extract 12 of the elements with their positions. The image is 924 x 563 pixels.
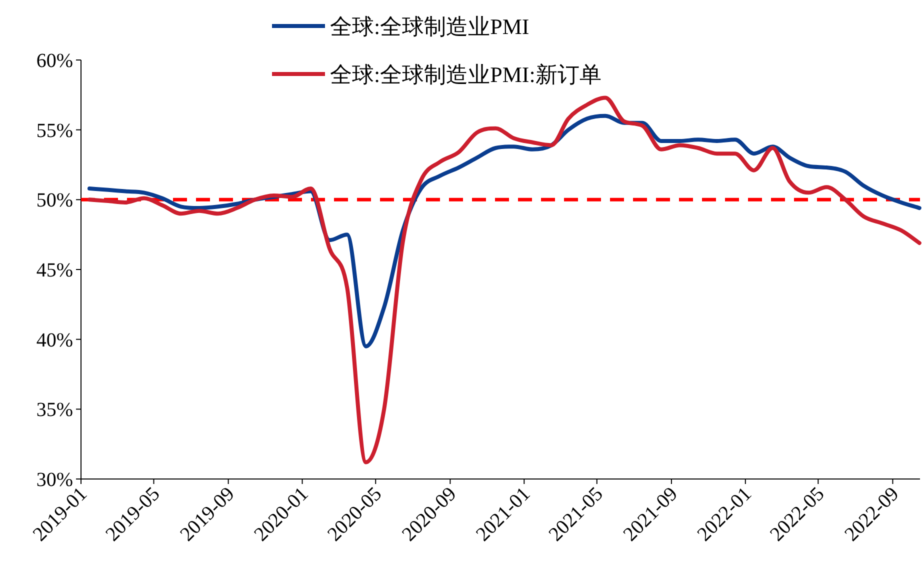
legend-item: 全球:全球制造业PMI:新订单 [272,62,602,87]
y-tick-label: 35% [36,399,73,422]
legend-item: 全球:全球制造业PMI [272,14,530,39]
y-tick-label: 40% [36,329,73,352]
y-tick-label: 45% [36,260,73,282]
legend-label: 全球:全球制造业PMI:新订单 [330,62,602,87]
y-tick-label: 55% [36,120,73,142]
legend-label: 全球:全球制造业PMI [330,14,530,39]
line-series [87,96,922,464]
y-tick-label: 30% [36,469,73,491]
y-tick-label: 50% [36,190,73,212]
y-tick-label: 60% [36,50,73,72]
